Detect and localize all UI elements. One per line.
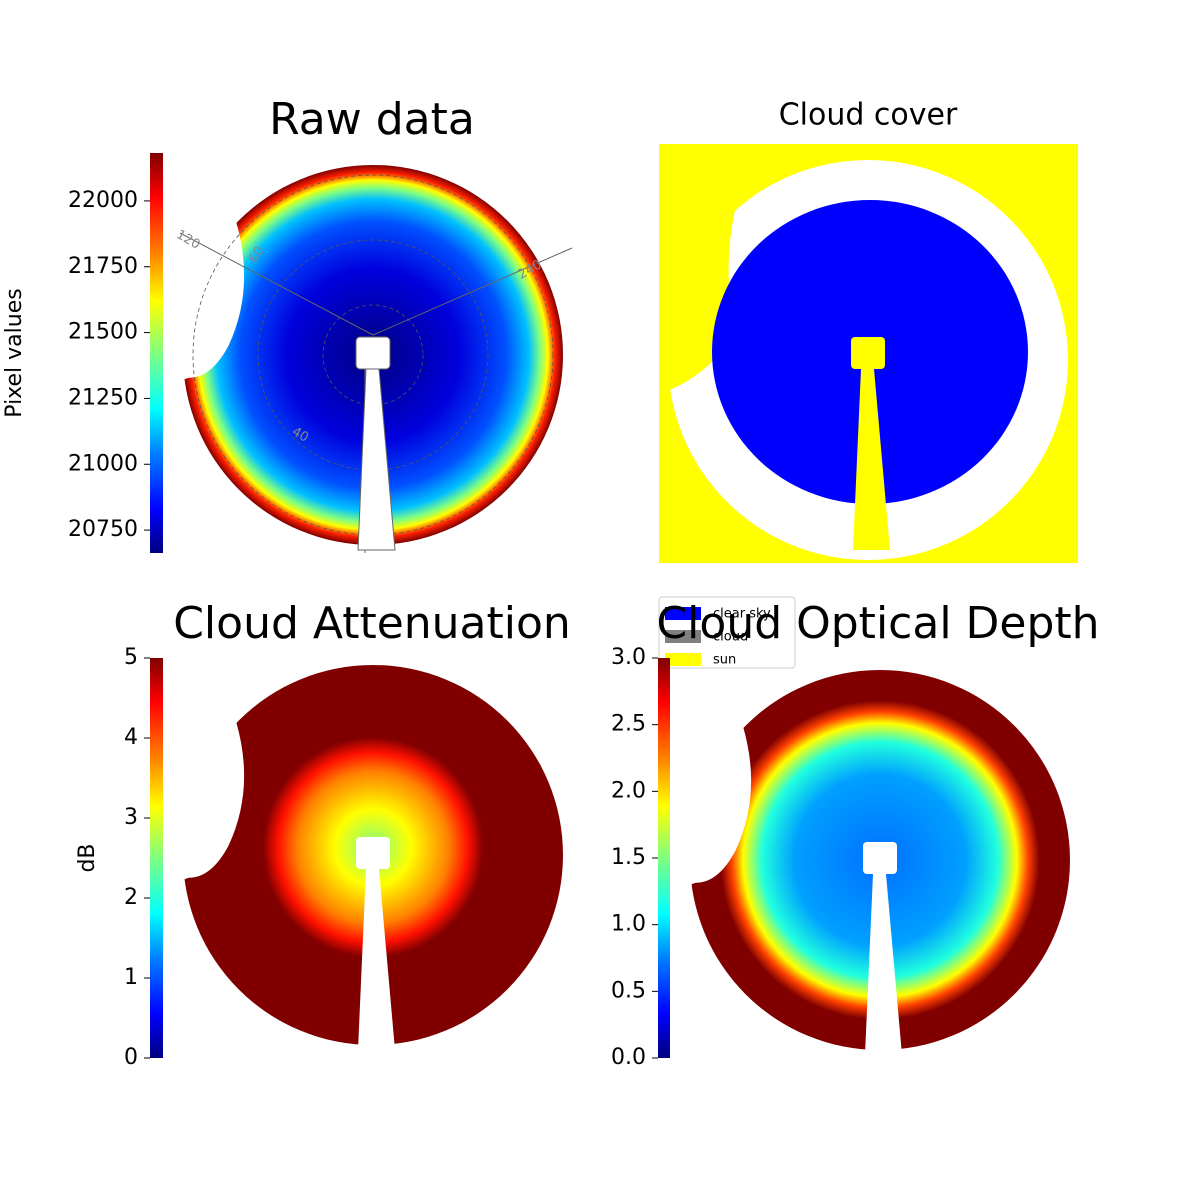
blocker-head (355, 336, 391, 370)
polar-spoke (179, 232, 374, 336)
colorbar (658, 658, 670, 1058)
polar-grid (257, 239, 489, 471)
legend-swatch (665, 630, 701, 643)
colorbar (150, 153, 163, 553)
image-notch (173, 722, 245, 884)
colorbar-tick-label: 2 (124, 885, 138, 910)
legend-swatch (665, 653, 701, 666)
colorbar-tick-label: 22000 (68, 188, 138, 213)
sun-blocker (851, 337, 890, 550)
blocker-arm (865, 874, 902, 1055)
colorbar-label: dB (75, 843, 100, 872)
legend-label: sun (713, 653, 736, 668)
colorbar-tick-label: 0.0 (611, 1045, 646, 1070)
legend-swatch (665, 607, 701, 620)
legend-label: cloud (713, 630, 748, 645)
colorbar-tick-label: 21750 (68, 254, 138, 279)
panel-title: Cloud Attenuation (173, 598, 571, 649)
colorbar-tick-label: 21250 (68, 385, 138, 410)
colorbar-tick-label: 0.5 (611, 978, 646, 1003)
image-notch (173, 222, 245, 384)
blocker-head (851, 337, 885, 369)
colorbar-tick-label: 3 (124, 805, 138, 830)
colorbar-label: Pixel values (2, 288, 27, 417)
image-notch (680, 727, 752, 889)
colorbar-tick-label: 1.5 (611, 845, 646, 870)
colorbar-tick-label: 3.0 (611, 645, 646, 670)
colorbar-tick-label: 1 (124, 965, 138, 990)
colorbar-tick-label: 2.5 (611, 712, 646, 737)
colorbar-tick-label: 1.0 (611, 912, 646, 937)
colorbar-tick-label: 5 (124, 645, 138, 670)
sun-blocker (863, 842, 902, 1055)
blocker-head (356, 837, 390, 869)
legend-label: clear sky (713, 607, 771, 622)
colorbar-tick-label: 20750 (68, 517, 138, 542)
colorbar-tick-label: 4 (124, 725, 138, 750)
polar-spoke (372, 247, 573, 336)
blocker-arm (358, 869, 395, 1050)
colorbar (150, 658, 163, 1058)
colorbar-tick-label: 2.0 (611, 778, 646, 803)
blocker-head (863, 842, 897, 874)
polar-label: 40 (289, 424, 311, 445)
blocker-arm (853, 369, 890, 550)
panel-title: Raw data (269, 94, 475, 145)
colorbar-tick-label: 0 (124, 1045, 138, 1070)
sun-blocker (356, 837, 395, 1050)
blocker-arm (357, 368, 396, 551)
sun-blocker (355, 336, 396, 551)
panel-title: Cloud Optical Depth (656, 598, 1099, 649)
colorbar-tick-label: 21000 (68, 451, 138, 476)
panel-title: Cloud cover (779, 98, 958, 133)
polar-label: 60 (246, 244, 267, 266)
colorbar-tick-label: 21500 (68, 320, 138, 345)
